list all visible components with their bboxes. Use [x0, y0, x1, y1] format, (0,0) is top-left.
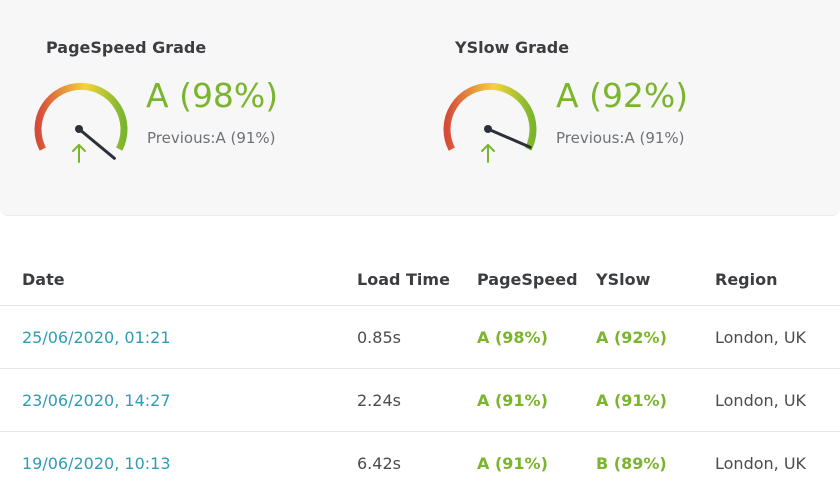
region-cell: London, UK — [715, 454, 807, 473]
pagespeed-previous-grade: Previous:A (91%) — [147, 129, 276, 147]
column-header-region[interactable]: Region — [715, 270, 778, 289]
yslow-previous-grade: Previous:A (91%) — [556, 129, 685, 147]
gauge-hub — [484, 125, 492, 133]
pagespeed-cell: A (91%) — [477, 391, 548, 410]
report-date-link[interactable]: 19/06/2020, 10:13 — [22, 454, 171, 473]
yslow-gauge — [435, 72, 545, 168]
report-date-link[interactable]: 25/06/2020, 01:21 — [22, 328, 171, 347]
yslow-gauge-dial — [443, 82, 537, 163]
load-time-cell: 2.24s — [357, 391, 401, 410]
test-history-table: Date Load Time PageSpeed YSlow Region 25… — [0, 252, 840, 492]
gauge-hub — [75, 125, 83, 133]
yslow-cell: A (91%) — [596, 391, 667, 410]
yslow-cell: B (89%) — [596, 454, 667, 473]
pagespeed-cell: A (91%) — [477, 454, 548, 473]
column-header-date[interactable]: Date — [22, 270, 65, 289]
table-row: 25/06/2020, 01:21 0.85s A (98%) A (92%) … — [0, 306, 840, 369]
gauge-arc — [443, 82, 537, 151]
pagespeed-grade-value: A (98%) — [146, 76, 279, 115]
yslow-cell: A (92%) — [596, 328, 667, 347]
region-cell: London, UK — [715, 391, 807, 410]
load-time-cell: 0.85s — [357, 328, 401, 347]
pagespeed-cell: A (98%) — [477, 328, 548, 347]
pagespeed-grade-title: PageSpeed Grade — [46, 38, 207, 57]
column-header-load-time[interactable]: Load Time — [357, 270, 450, 289]
table-row: 23/06/2020, 14:27 2.24s A (91%) A (91%) … — [0, 369, 840, 432]
gauge-arc — [34, 82, 128, 151]
grade-summary-panel: PageSpeed Grade A (98%) — [0, 0, 840, 216]
load-time-cell: 6.42s — [357, 454, 401, 473]
table-header: Date Load Time PageSpeed YSlow Region — [0, 252, 840, 306]
region-cell: London, UK — [715, 328, 807, 347]
table-row: 19/06/2020, 10:13 6.42s A (91%) B (89%) … — [0, 432, 840, 492]
report-date-link[interactable]: 23/06/2020, 14:27 — [22, 391, 171, 410]
yslow-grade-title: YSlow Grade — [455, 38, 570, 57]
gauge-needle — [77, 127, 116, 160]
arrow-up-icon — [481, 144, 495, 163]
gauge-needle — [486, 127, 532, 149]
column-header-yslow[interactable]: YSlow — [596, 270, 651, 289]
pagespeed-gauge-dial — [34, 82, 128, 163]
column-header-pagespeed[interactable]: PageSpeed — [477, 270, 578, 289]
yslow-grade-card: YSlow Grade A (92%) Pr — [410, 0, 790, 216]
yslow-grade-value: A (92%) — [556, 76, 689, 115]
arrow-up-icon — [72, 144, 86, 163]
pagespeed-gauge — [26, 72, 136, 168]
pagespeed-grade-card: PageSpeed Grade A (98%) — [0, 0, 380, 216]
